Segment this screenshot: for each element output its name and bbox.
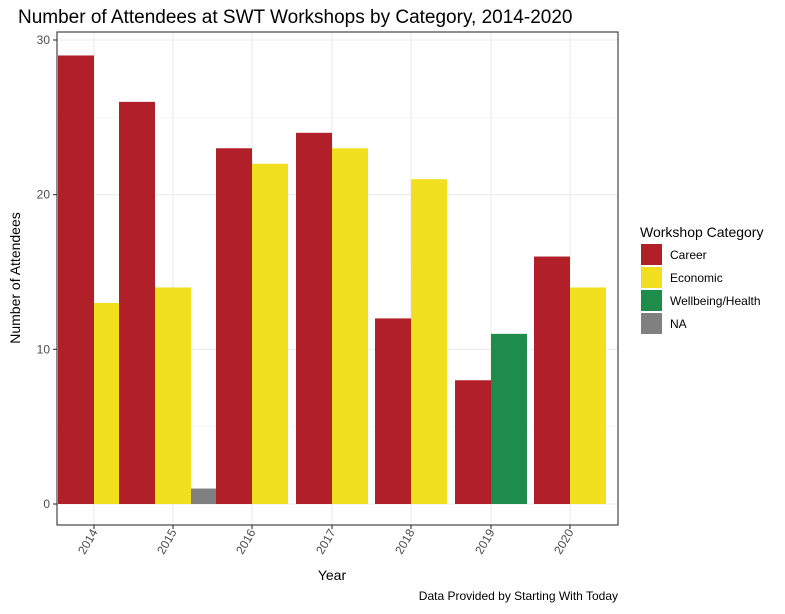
legend: Workshop Category Career Economic Wellbein… (640, 224, 763, 334)
x-tick-label: 2018 (392, 526, 418, 556)
bar-career-2014: Career 2014: 29 (58, 55, 94, 504)
legend-label: Economic (670, 271, 723, 285)
bar-economic-2015: Economic 2015: 14 (155, 287, 191, 504)
bars: Career 2014: 29Economic 2014: 13Career 2… (58, 55, 606, 505)
x-tick-label: 2019 (472, 526, 498, 556)
y-tick-label: 0 (43, 497, 50, 511)
bar-economic-2020: Economic 2020: 14 (570, 287, 606, 504)
chart-caption: Data Provided by Starting With Today (419, 589, 618, 603)
x-tick-label: 2017 (313, 526, 339, 556)
plot-area: Career 2014: 29Economic 2014: 13Career 2… (56, 31, 619, 526)
bar-career-2017: Career 2017: 24 (296, 132, 332, 505)
bar-career-2016: Career 2016: 23 (216, 148, 252, 504)
x-tick-label: 2014 (75, 526, 101, 556)
legend-label: Career (670, 248, 707, 262)
x-tick-label: 2016 (233, 526, 259, 556)
legend-swatch-na (641, 313, 662, 334)
y-axis-label: Number of Attendees (7, 212, 23, 344)
chart-title: Number of Attendees at SWT Workshops by … (18, 7, 572, 28)
legend-swatch-career (641, 244, 662, 265)
y-tick-label: 30 (37, 33, 51, 47)
x-tick-label: 2020 (551, 526, 577, 556)
bar-economic-2016: Economic 2016: 22 (252, 163, 288, 504)
bar-economic-2018: Economic 2018: 21 (411, 179, 447, 504)
bar-economic-2017: Economic 2017: 23 (332, 148, 368, 504)
bar-career-2015: Career 2015: 26 (119, 101, 155, 504)
legend-label: NA (670, 317, 687, 331)
y-tick-label: 10 (37, 342, 51, 356)
y-axis: 0 10 20 30 (37, 33, 57, 511)
bar-career-2018: Career 2018: 12 (375, 318, 411, 504)
legend-swatch-economic (641, 267, 662, 288)
y-tick-label: 20 (37, 188, 51, 202)
legend-label: Wellbeing/Health (670, 294, 761, 308)
x-tick-label: 2015 (154, 526, 180, 556)
bar-career-2020: Career 2020: 16 (534, 256, 570, 504)
legend-items: Career Economic Wellbeing/Health NA (641, 244, 761, 334)
legend-title: Workshop Category (640, 224, 763, 240)
plot-border (56, 31, 619, 526)
x-axis: 2014 2015 2016 2017 2018 2019 2020 (75, 525, 577, 557)
x-axis-label: Year (318, 567, 347, 583)
bar-wellbeing-health-2019: Wellbeing/Health 2019: 11 (491, 333, 527, 504)
legend-swatch-wellbeing-health (641, 290, 662, 311)
bar-career-2019: Career 2019: 8 (455, 380, 491, 504)
